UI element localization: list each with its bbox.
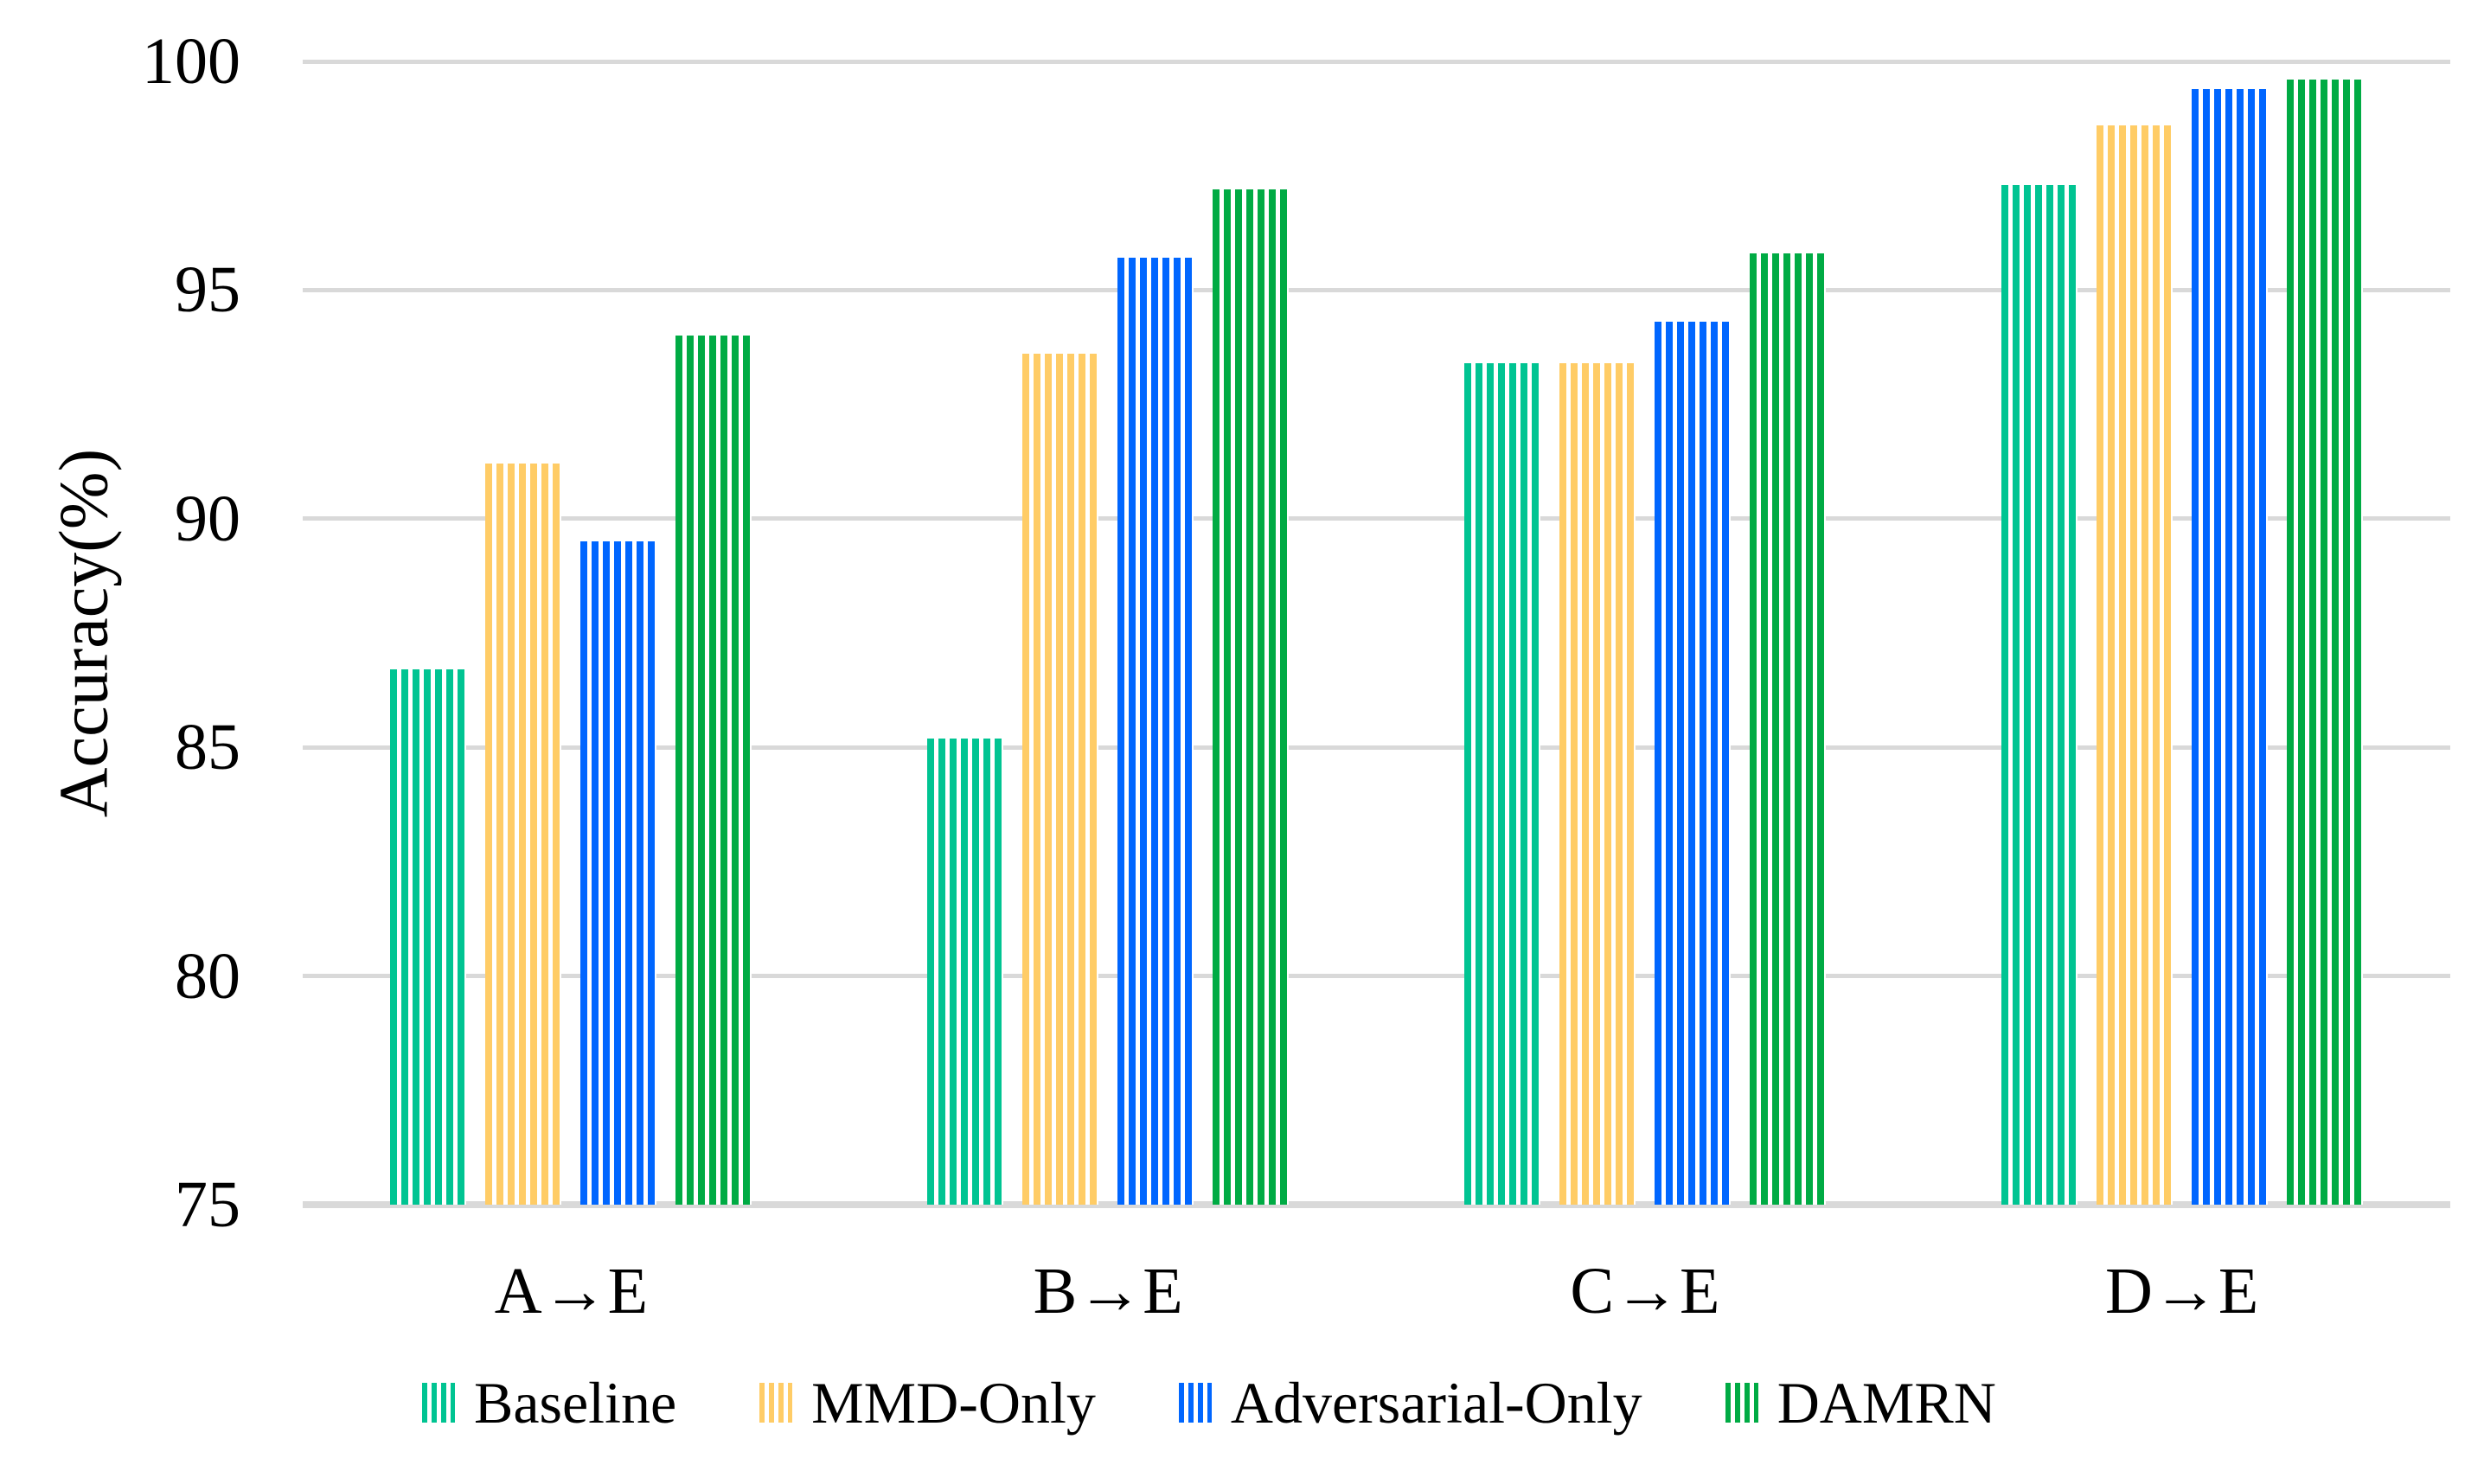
bar-baseline-group-4 xyxy=(2001,184,2077,1205)
legend: Baseline MMD-Only Adversarial-Only DAMRN xyxy=(422,1373,1996,1432)
legend-swatch-icon xyxy=(422,1383,455,1423)
x-category-label-1: A→E xyxy=(494,1255,649,1327)
x-category-label-3: C→E xyxy=(1570,1255,1720,1327)
bar-mmd-only-group-2 xyxy=(1022,354,1099,1205)
bar-damrn-group-2 xyxy=(1213,189,1290,1205)
bar-damrn-group-3 xyxy=(1749,253,1826,1205)
y-tick-label-75: 75 xyxy=(175,1168,240,1241)
bar-group-c-e xyxy=(1463,61,1826,1205)
gridline-y-80 xyxy=(303,974,2450,979)
bar-group-a-e xyxy=(390,61,752,1205)
bar-baseline-group-2 xyxy=(927,738,1004,1205)
bar-adversarial-only-group-2 xyxy=(1117,258,1194,1205)
bar-damrn-group-4 xyxy=(2286,80,2363,1205)
gridline-y-85 xyxy=(303,745,2450,750)
legend-item-adversarial-only: Adversarial-Only xyxy=(1178,1370,1642,1436)
legend-swatch-icon xyxy=(1178,1383,1212,1423)
legend-item-mmd-only: MMD-Only xyxy=(759,1373,1096,1432)
bar-adversarial-only-group-3 xyxy=(1654,322,1731,1205)
y-tick-label-80: 80 xyxy=(175,939,240,1013)
gridline-y-100 xyxy=(303,59,2450,64)
bar-mmd-only-group-1 xyxy=(485,464,562,1205)
y-tick-label-95: 95 xyxy=(175,253,240,327)
bar-mmd-only-group-3 xyxy=(1559,363,1636,1205)
bar-adversarial-only-group-1 xyxy=(580,541,657,1205)
y-tick-label-90: 90 xyxy=(175,482,240,555)
bar-group-b-e xyxy=(927,61,1290,1205)
legend-item-damrn: DAMRN xyxy=(1725,1373,1996,1432)
x-category-label-2: B→E xyxy=(1033,1255,1183,1327)
legend-label: Adversarial-Only xyxy=(1230,1370,1642,1436)
bar-baseline-group-3 xyxy=(1463,363,1540,1205)
legend-label: MMD-Only xyxy=(811,1370,1096,1436)
x-category-label-4: D→E xyxy=(2104,1255,2259,1327)
y-tick-label-85: 85 xyxy=(175,711,240,784)
legend-item-baseline: Baseline xyxy=(422,1373,676,1432)
y-tick-label-100: 100 xyxy=(142,25,240,98)
gridline-y-90 xyxy=(303,516,2450,521)
bar-group-d-e xyxy=(2001,61,2363,1205)
legend-swatch-icon xyxy=(759,1383,793,1423)
legend-label: Baseline xyxy=(474,1370,677,1436)
bar-adversarial-only-group-4 xyxy=(2191,88,2268,1205)
bar-mmd-only-group-4 xyxy=(2096,125,2173,1205)
gridline-y-95 xyxy=(303,287,2450,292)
bar-damrn-group-1 xyxy=(675,336,752,1205)
bar-baseline-group-1 xyxy=(390,669,467,1205)
legend-swatch-icon xyxy=(1725,1383,1758,1423)
x-axis-line xyxy=(303,1201,2450,1208)
y-axis-title: Accuracy(%) xyxy=(46,449,125,817)
legend-label: DAMRN xyxy=(1777,1370,1996,1436)
